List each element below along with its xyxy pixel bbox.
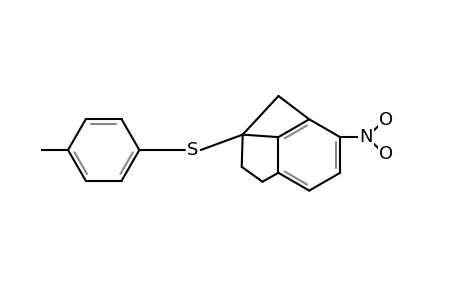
Text: N: N: [358, 128, 372, 146]
Text: O: O: [378, 146, 392, 164]
Text: O: O: [378, 111, 392, 129]
Text: S: S: [187, 141, 198, 159]
